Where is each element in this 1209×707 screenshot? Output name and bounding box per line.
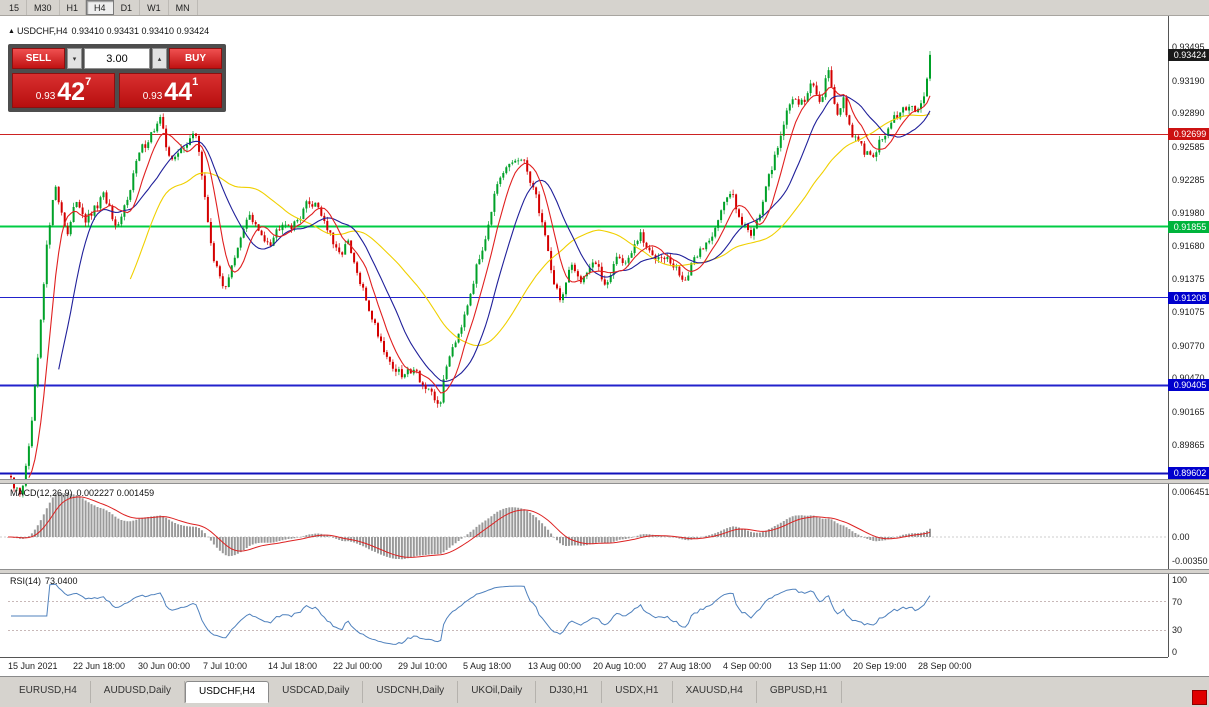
price-axis-tick: 0.93190: [1172, 75, 1205, 86]
rsi-value: 73.0400: [45, 576, 78, 586]
chart-ohlc-header: ▲ USDCHF,H4 0.93410 0.93431 0.93410 0.9342…: [8, 26, 213, 36]
time-axis-label: 13 Sep 11:00: [788, 661, 841, 671]
time-axis-label: 13 Aug 00:00: [528, 661, 582, 671]
macd-axis-tick: -0.00350: [1172, 556, 1208, 567]
buy-button[interactable]: BUY: [169, 48, 222, 69]
rsi-axis-tick: 70: [1172, 596, 1183, 607]
macd-indicator-header: MACD(12,26,9) 0.002227 0.001459: [10, 488, 158, 498]
macd-axis-tick: 0.006451: [1172, 486, 1209, 497]
sell-button[interactable]: SELL: [12, 48, 65, 69]
buy-price-pips: 44: [164, 78, 193, 107]
macd-axis-tick: 0.00: [1172, 532, 1190, 542]
timeframe-button-m30[interactable]: M30: [27, 0, 60, 15]
price-marker-0.91208: 0.91208: [1168, 291, 1209, 304]
price-axis-tick: 0.91980: [1172, 208, 1205, 218]
chart-tab-audusd-daily[interactable]: AUDUSD,Daily: [91, 681, 186, 703]
price-axis-tick: 0.90770: [1172, 340, 1205, 351]
timeframe-button-mn[interactable]: MN: [169, 0, 198, 15]
price-axis-tick: 0.90165: [1172, 406, 1205, 417]
time-axis-label: 15 Jun 2021: [8, 661, 58, 671]
time-axis-label: 22 Jun 18:00: [73, 661, 126, 671]
time-axis-label: 30 Jun 00:00: [138, 661, 191, 671]
sell-price-prefix: 0.93: [35, 91, 56, 102]
price-axis-tick: 0.91680: [1172, 240, 1205, 251]
sell-price-point: 7: [85, 76, 92, 88]
macd-values: 0.002227 0.001459: [76, 488, 155, 498]
chart-tab-dj30-h1[interactable]: DJ30,H1: [536, 681, 603, 703]
buy-price-point: 1: [192, 76, 199, 88]
time-axis-label: 7 Jul 10:00: [203, 661, 248, 671]
price-marker-0.89602: 0.89602: [1168, 467, 1209, 480]
chart-tabs-bar: EURUSD,H4 AUDUSD,Daily USDCHF,H4 USDCAD,Dai…: [0, 676, 1209, 707]
price-axis-tick: 0.91075: [1172, 307, 1205, 318]
timeframe-button-d1[interactable]: D1: [114, 0, 141, 15]
chart-tab-usdx-h1[interactable]: USDX,H1: [602, 681, 673, 703]
price-marker-0.90405: 0.90405: [1168, 379, 1209, 392]
timeframe-button-h1[interactable]: H1: [60, 0, 87, 15]
rsi-axis-tick: 0: [1172, 647, 1178, 657]
volume-input[interactable]: [84, 48, 150, 69]
volume-decrease-button[interactable]: ▾: [67, 48, 82, 69]
chart-ohlc-values: 0.93410 0.93431 0.93410 0.93424: [71, 26, 210, 36]
volume-increase-button[interactable]: ▴: [152, 48, 167, 69]
timeframe-button-h4[interactable]: H4: [86, 0, 114, 15]
time-axis-label: 29 Jul 10:00: [398, 661, 448, 671]
price-axis-tick: 0.91375: [1172, 274, 1205, 285]
price-axis-tick: 0.93495: [1172, 42, 1205, 53]
price-marker-0.93424: 0.93424: [1168, 48, 1209, 61]
price-axis-tick: 0.92585: [1172, 141, 1205, 152]
price-axis-tick: 0.92285: [1172, 174, 1205, 185]
time-axis-label: 20 Aug 10:00: [593, 661, 647, 671]
timeframe-toolbar: 15 M30 H1 H4 D1 W1 MN: [0, 0, 1209, 16]
buy-price-display[interactable]: 0.93 44 1: [119, 73, 222, 108]
panel-splitter-rsi[interactable]: [0, 569, 1209, 574]
rsi-label: RSI(14): [10, 576, 42, 586]
rsi-indicator-header: RSI(14) 73.0400: [10, 576, 82, 586]
timeframe-button-15[interactable]: 15: [2, 0, 28, 15]
chart-tab-eurusd-h4[interactable]: EURUSD,H4: [6, 681, 91, 703]
time-axis-label: 4 Sep 00:00: [723, 661, 772, 671]
price-chart-canvas[interactable]: [0, 16, 1209, 660]
chart-window[interactable]: ▲ USDCHF,H4 0.93410 0.93431 0.93410 0.9342…: [0, 16, 1209, 676]
buy-price-prefix: 0.93: [142, 91, 163, 102]
price-axis-tick: 0.90470: [1172, 373, 1205, 384]
time-axis-label: 27 Aug 18:00: [658, 661, 712, 671]
time-axis-label: 22 Jul 00:00: [333, 661, 383, 671]
price-marker-0.91855: 0.91855: [1168, 220, 1209, 233]
chart-shift-marker: ▲: [8, 28, 15, 35]
sell-price-pips: 42: [57, 78, 86, 107]
chart-tab-usdcad-daily[interactable]: USDCAD,Daily: [269, 681, 364, 703]
timeframe-button-w1[interactable]: W1: [140, 0, 169, 15]
panel-splitter-macd[interactable]: [0, 479, 1209, 484]
time-axis-label: 5 Aug 18:00: [463, 661, 512, 671]
chart-tab-usdchf-h4[interactable]: USDCHF,H4: [185, 681, 270, 703]
price-marker-0.92699: 0.92699: [1168, 128, 1209, 141]
chart-tab-xauusd-h4[interactable]: XAUUSD,H4: [673, 681, 757, 703]
macd-label: MACD(12,26,9): [10, 488, 73, 498]
price-axis-tick: 0.92890: [1172, 108, 1205, 119]
sell-price-display[interactable]: 0.93 42 7: [12, 73, 115, 108]
chart-tab-ukoil-daily[interactable]: UKOil,Daily: [458, 681, 537, 703]
one-click-trading-panel: SELL ▾ ▴ BUY 0.93 42 7 0.93 44 1: [8, 44, 226, 112]
rsi-axis-tick: 100: [1172, 575, 1188, 585]
chart-tab-gbpusd-h1[interactable]: GBPUSD,H1: [757, 681, 842, 703]
time-axis-label: 20 Sep 19:00: [853, 661, 907, 671]
time-axis-label: 14 Jul 18:00: [268, 661, 318, 671]
chart-symbol-label: USDCHF,H4: [16, 26, 68, 36]
time-axis-label: 28 Sep 00:00: [918, 661, 972, 671]
alert-indicator[interactable]: [1192, 690, 1207, 705]
chart-tab-usdcnh-daily[interactable]: USDCNH,Daily: [363, 681, 459, 703]
price-axis-tick: 0.89865: [1172, 439, 1205, 450]
rsi-axis-tick: 30: [1172, 625, 1183, 636]
